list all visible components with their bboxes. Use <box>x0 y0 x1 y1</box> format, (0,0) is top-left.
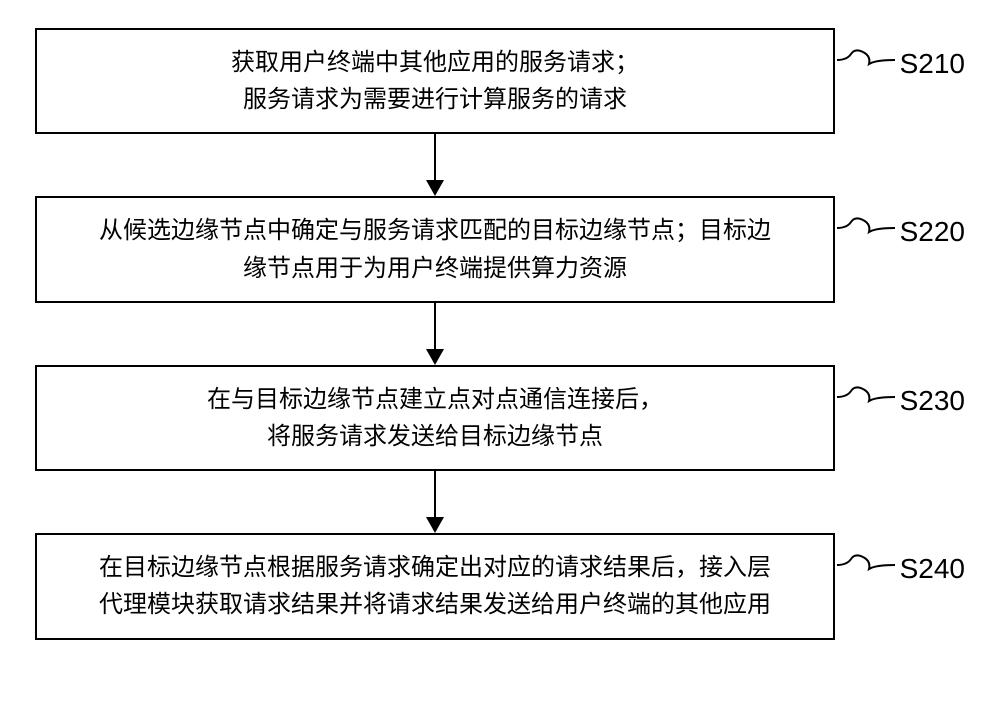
step-box-2: 从候选边缘节点中确定与服务请求匹配的目标边缘节点；目标边 缘节点用于为用户终端提… <box>35 196 835 302</box>
label-connector-icon <box>837 42 897 72</box>
step-text: 在目标边缘节点根据服务请求确定出对应的请求结果后，接入层 代理模块获取请求结果并… <box>99 549 771 623</box>
step-box-1: 获取用户终端中其他应用的服务请求； 服务请求为需要进行计算服务的请求 <box>35 28 835 134</box>
label-connector-icon <box>837 210 897 240</box>
flowchart: 获取用户终端中其他应用的服务请求； 服务请求为需要进行计算服务的请求 S210 … <box>35 28 965 640</box>
flow-arrow-icon <box>35 134 835 196</box>
step-text: 在与目标边缘节点建立点对点通信连接后， 将服务请求发送给目标边缘节点 <box>207 381 663 455</box>
step-row: 在目标边缘节点根据服务请求确定出对应的请求结果后，接入层 代理模块获取请求结果并… <box>35 533 965 639</box>
step-text: 获取用户终端中其他应用的服务请求； 服务请求为需要进行计算服务的请求 <box>231 44 639 118</box>
label-connector-icon <box>837 379 897 409</box>
step-label: S220 <box>900 216 965 248</box>
step-row: 在与目标边缘节点建立点对点通信连接后， 将服务请求发送给目标边缘节点 S230 <box>35 365 965 471</box>
step-row: 从候选边缘节点中确定与服务请求匹配的目标边缘节点；目标边 缘节点用于为用户终端提… <box>35 196 965 302</box>
step-row: 获取用户终端中其他应用的服务请求； 服务请求为需要进行计算服务的请求 S210 <box>35 28 965 134</box>
step-label: S240 <box>900 553 965 585</box>
flow-arrow-icon <box>35 303 835 365</box>
step-label: S210 <box>900 48 965 80</box>
step-text: 从候选边缘节点中确定与服务请求匹配的目标边缘节点；目标边 缘节点用于为用户终端提… <box>99 212 771 286</box>
step-box-3: 在与目标边缘节点建立点对点通信连接后， 将服务请求发送给目标边缘节点 <box>35 365 835 471</box>
flow-arrow-icon <box>35 471 835 533</box>
step-label: S230 <box>900 385 965 417</box>
step-box-4: 在目标边缘节点根据服务请求确定出对应的请求结果后，接入层 代理模块获取请求结果并… <box>35 533 835 639</box>
label-connector-icon <box>837 547 897 577</box>
